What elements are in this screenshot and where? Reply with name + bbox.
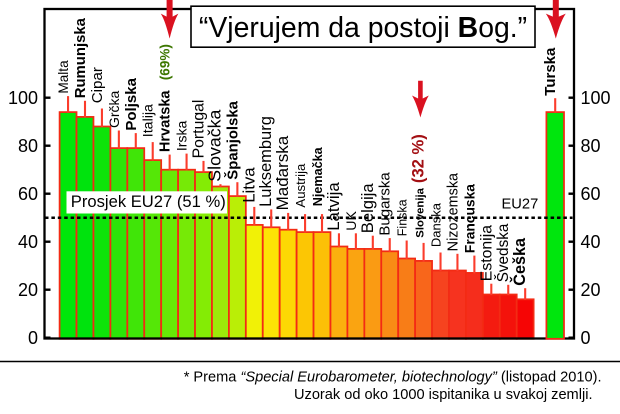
svg-text:Litva: Litva [239, 167, 258, 203]
svg-text:0: 0 [581, 328, 591, 348]
svg-text:Finska: Finska [396, 199, 410, 236]
svg-text:60: 60 [581, 184, 601, 204]
svg-text:80: 80 [18, 136, 38, 156]
svg-text:0: 0 [28, 328, 38, 348]
svg-text:Nizozemska: Nizozemska [445, 173, 461, 251]
svg-text:UK: UK [344, 211, 360, 231]
svg-text:Prosjek EU27 (51 %): Prosjek EU27 (51 %) [71, 192, 226, 211]
svg-text:Španjolska: Španjolska [223, 100, 241, 179]
svg-text:Mađarska: Mađarska [273, 135, 292, 210]
svg-text:Irska: Irska [174, 121, 190, 152]
svg-text:Rumunjska: Rumunjska [73, 17, 89, 98]
svg-text:Danska: Danska [429, 202, 444, 247]
svg-text:Češka: Češka [510, 237, 529, 286]
svg-text:60: 60 [18, 184, 38, 204]
svg-text:Hrvatska (69%): Hrvatska (69%) [158, 44, 174, 152]
svg-text:100: 100 [8, 88, 38, 108]
svg-text:Švedska: Švedska [495, 223, 512, 282]
svg-text:Cipar: Cipar [89, 67, 106, 103]
svg-text:20: 20 [581, 280, 601, 300]
svg-text:Portugal: Portugal [191, 100, 208, 159]
svg-text:Uzorak od oko 1000 ispitanika: Uzorak od oko 1000 ispitanika u svakoj z… [294, 387, 593, 403]
svg-text:Njemačka: Njemačka [311, 146, 325, 206]
svg-text:Turska: Turska [542, 47, 559, 96]
svg-text:Bugarska: Bugarska [377, 172, 394, 236]
svg-text:20: 20 [18, 280, 38, 300]
svg-text:Francuska: Francuska [462, 184, 477, 253]
svg-text:Belgija: Belgija [358, 183, 377, 234]
svg-text:40: 40 [18, 232, 38, 252]
svg-text:40: 40 [581, 232, 601, 252]
svg-text:Austrija: Austrija [293, 163, 308, 208]
svg-text:“Vjerujem da postoji Bog.”: “Vjerujem da postoji Bog.” [199, 12, 527, 44]
svg-text:Luksemburg: Luksemburg [257, 116, 275, 207]
svg-text:80: 80 [581, 136, 601, 156]
svg-text:Estonija: Estonija [478, 225, 495, 281]
svg-text:Slovačka: Slovačka [204, 109, 224, 181]
svg-text:Italija: Italija [141, 104, 157, 137]
svg-text:Poljska: Poljska [123, 77, 140, 130]
svg-text:* Prema “Special Eurobaromete: * Prema “Special Eurobarometer, biotechn… [184, 370, 602, 386]
svg-text:Malta: Malta [56, 60, 71, 94]
svg-text:100: 100 [581, 88, 611, 108]
svg-text:EU27: EU27 [502, 197, 539, 213]
svg-text:Grčka: Grčka [106, 90, 122, 128]
svg-text:Latvija: Latvija [324, 182, 343, 231]
